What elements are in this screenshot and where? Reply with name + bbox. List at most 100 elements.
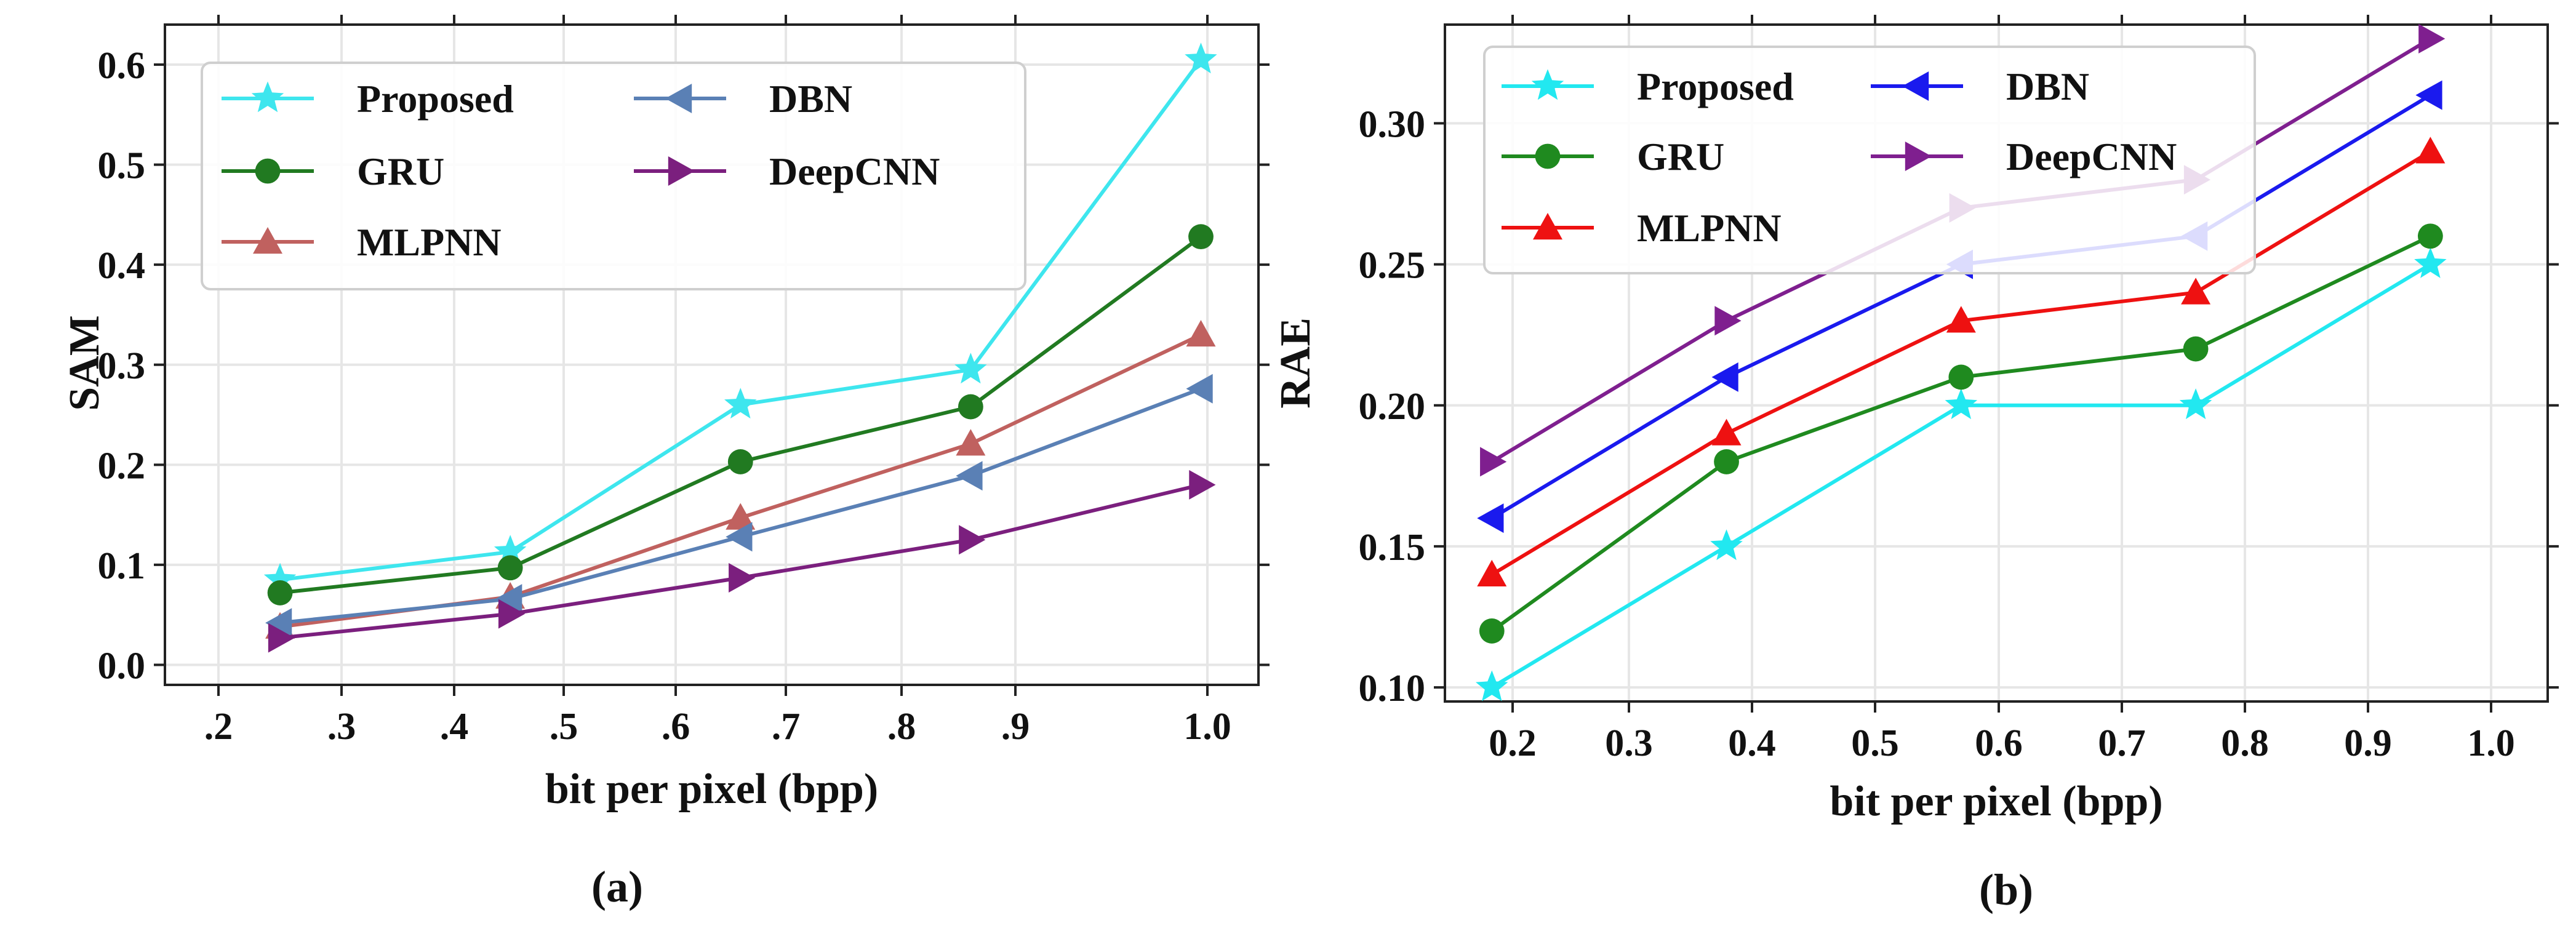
legend-label: Proposed [1637,65,1794,108]
data-point-deepcnn [498,599,526,629]
data-point-proposed [954,353,987,384]
y-tick-label: 0.20 [1359,386,1426,428]
legend-label: MLPNN [357,220,502,264]
y-tick-label: 0.15 [1359,527,1426,569]
data-point-proposed [494,535,527,566]
legend-label: GRU [1637,135,1724,178]
legend-entry-gru: GRU [1502,135,1724,178]
data-point-gru [958,394,983,420]
legend-label: DeepCNN [769,150,940,193]
data-point-gru [1714,449,1739,474]
data-point-dbn [1186,374,1213,404]
data-point-gru [1479,618,1505,644]
data-point-gru [2417,223,2443,249]
data-point-proposed [2414,247,2447,278]
data-point-proposed [1185,42,1217,74]
panel-caption: (a) [591,862,643,911]
legend-entry-deepcnn: DeepCNN [634,150,940,193]
legend-entry-gru: GRU [222,150,444,193]
x-tick-label: 0.3 [1605,722,1653,764]
data-point-mlpnn [956,429,986,456]
x-tick-label: .6 [662,706,690,748]
y-axis-label: SAM [61,315,108,411]
x-tick-label: 0.6 [1975,722,2023,764]
x-tick-label: .9 [1001,706,1030,748]
y-tick-label: 0.10 [1359,668,1426,709]
x-tick-label: 1.0 [2467,722,2515,764]
legend-entry-dbn: DBN [1871,65,2089,108]
x-tick-label: .8 [887,706,916,748]
legend-entry-proposed: Proposed [1502,65,1794,108]
y-tick-label: 0.4 [98,245,146,287]
y-tick-label: 0.3 [98,345,146,387]
data-point-proposed [263,562,297,594]
y-tick-label: 0.0 [98,645,146,687]
data-point-mlpnn [726,503,756,530]
data-point-gru [1188,224,1214,250]
x-tick-label: .2 [204,706,233,748]
y-tick-label: 0.25 [1359,245,1426,287]
data-point-deepcnn [268,623,295,653]
data-point-deepcnn [959,525,986,555]
series-dbn [265,374,1213,638]
data-point-dbn [726,522,753,552]
data-point-dbn [1477,503,1504,533]
x-tick-label: .3 [327,706,356,748]
series-gru [267,224,1214,605]
legend-label: Proposed [357,77,514,121]
legend-marker [253,227,282,254]
data-point-deepcnn [1714,306,1742,336]
legend: Proposed GRU MLPNN DBN DeepCNN [1483,46,2256,274]
data-point-mlpnn [1186,319,1216,347]
x-tick-label: 0.9 [2344,722,2392,764]
y-axis-label: RAE [1272,318,1319,409]
legend-marker [665,84,692,113]
data-point-dbn [1711,362,1738,392]
legend-label: DeepCNN [2006,135,2177,178]
legend-label: GRU [357,150,444,193]
data-point-gru [1948,364,1974,390]
data-point-mlpnn [1711,418,1742,446]
legend-entry-dbn: DBN [634,77,852,121]
y-tick-label: 0.2 [98,445,146,487]
data-point-proposed [1476,670,1508,701]
data-point-deepcnn [2418,23,2446,54]
legend-marker [255,158,281,184]
data-point-mlpnn [1946,306,1976,333]
panel-caption: (b) [1979,865,2033,914]
x-axis-label: bit per pixel (bpp) [545,765,878,813]
legend-box [1483,46,2256,274]
data-point-gru [2183,336,2209,362]
legend-box [201,62,1026,290]
x-tick-label: 0.5 [1851,722,1899,764]
legend-label: MLPNN [1637,206,1782,250]
data-point-dbn [956,461,983,491]
data-point-deepcnn [1480,447,1507,477]
x-tick-label: .4 [440,706,469,748]
x-tick-label: .7 [772,706,801,748]
x-tick-label: 0.7 [2098,722,2146,764]
x-tick-label: .5 [550,706,578,748]
chart-panel-2: 0.2 0.3 0.4 0.5 0.6 0.7 0.8 0.9 1.0 0.10 0.15 0.20 0… [1272,15,2559,914]
data-point-dbn [265,608,292,638]
data-point-gru [727,449,753,474]
series-proposed [1476,247,2447,701]
data-point-mlpnn [2415,137,2446,164]
legend-marker [1535,143,1561,169]
legend-marker [668,156,695,186]
x-tick-label: 0.8 [2221,722,2269,764]
x-tick-label: 1.0 [1183,706,1231,748]
x-axis-label: bit per pixel (bpp) [1830,778,2162,825]
legend-label: DBN [769,77,852,121]
chart-panel-1: .2 .3 .4 .5 .6 .7 .8 .9 1.0 0.0 0.1 0.2 0.3 0.4 0.5 0.6… [61,15,1270,911]
data-point-deepcnn [1189,469,1216,500]
series-mlpnn [265,319,1216,639]
series-mlpnn [1477,137,2446,586]
x-tick-label: 0.2 [1489,722,1537,764]
data-point-deepcnn [729,563,756,593]
legend-marker [251,81,284,113]
series-deepcnn [268,469,1216,653]
x-tick-label: 0.4 [1728,722,1776,764]
plot-frame [1444,23,2549,703]
